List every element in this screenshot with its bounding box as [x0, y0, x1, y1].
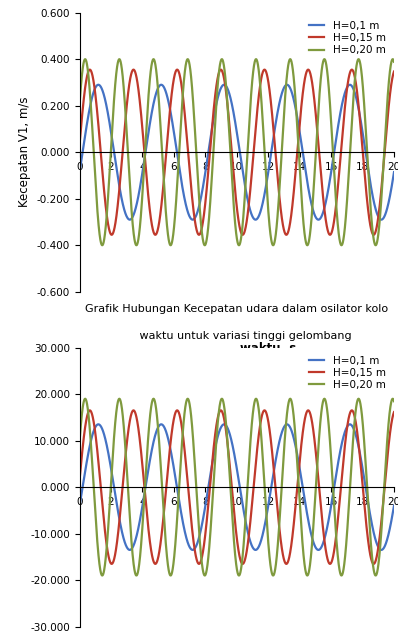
H=0,1 m: [367, 170, 371, 178]
H=0,1 m: [306, 516, 310, 523]
X-axis label: waktu, s: waktu, s: [240, 342, 297, 355]
H=0,20 m: [356, 55, 361, 63]
H=0,1 m: [77, 502, 82, 510]
H=0,1 m: [159, 81, 164, 89]
Line: H=0,15 m: H=0,15 m: [80, 70, 394, 235]
H=0,15 m: [88, 66, 92, 73]
H=0,15 m: [77, 475, 82, 483]
H=0,20 m: [306, 241, 310, 248]
H=0,15 m: [382, 484, 387, 492]
H=0,20 m: [305, 241, 310, 249]
H=0,20 m: [226, 461, 231, 468]
H=0,15 m: [392, 68, 396, 75]
H=0,20 m: [382, 479, 387, 486]
Y-axis label: Kecepatan V1, m/s: Kecepatan V1, m/s: [18, 97, 31, 208]
H=0,15 m: [209, 127, 214, 134]
H=0,1 m: [212, 110, 217, 118]
Text: Grafik Hubungan Kecepatan udara dalam osilator kolo: Grafik Hubungan Kecepatan udara dalam os…: [85, 303, 388, 313]
H=0,20 m: [382, 143, 387, 151]
H=0,15 m: [212, 100, 217, 108]
H=0,1 m: [227, 429, 232, 436]
H=0,1 m: [159, 420, 164, 428]
H=0,20 m: [226, 125, 231, 132]
H=0,1 m: [306, 184, 310, 191]
Line: H=0,20 m: H=0,20 m: [80, 59, 394, 245]
H=0,15 m: [209, 463, 214, 471]
Line: H=0,20 m: H=0,20 m: [80, 399, 394, 575]
H=0,1 m: [392, 168, 396, 176]
H=0,15 m: [212, 438, 217, 446]
H=0,1 m: [127, 216, 132, 223]
H=0,20 m: [392, 58, 396, 66]
H=0,1 m: [382, 543, 387, 551]
Line: H=0,15 m: H=0,15 m: [80, 410, 394, 564]
H=0,20 m: [306, 571, 310, 579]
Legend: H=0,1 m, H=0,15 m, H=0,20 m: H=0,1 m, H=0,15 m, H=0,20 m: [306, 353, 389, 393]
H=0,15 m: [77, 140, 82, 147]
H=0,20 m: [212, 133, 217, 141]
H=0,20 m: [212, 469, 217, 477]
H=0,15 m: [88, 406, 92, 414]
H=0,15 m: [240, 560, 245, 568]
H=0,15 m: [227, 454, 232, 462]
H=0,1 m: [209, 462, 214, 470]
H=0,20 m: [367, 511, 371, 519]
Line: H=0,1 m: H=0,1 m: [80, 424, 394, 550]
H=0,15 m: [240, 231, 245, 239]
H=0,20 m: [77, 100, 82, 108]
H=0,20 m: [209, 176, 214, 184]
Line: H=0,1 m: H=0,1 m: [80, 85, 394, 220]
H=0,1 m: [227, 89, 232, 97]
H=0,15 m: [227, 117, 232, 125]
H=0,1 m: [77, 168, 82, 176]
H=0,15 m: [367, 542, 371, 550]
H=0,15 m: [306, 406, 310, 414]
H=0,20 m: [356, 395, 361, 403]
H=0,15 m: [306, 66, 310, 73]
H=0,1 m: [212, 448, 217, 456]
H=0,20 m: [367, 178, 371, 185]
H=0,1 m: [382, 213, 387, 220]
H=0,1 m: [127, 546, 132, 554]
H=0,15 m: [382, 149, 387, 157]
H=0,1 m: [392, 502, 396, 510]
H=0,1 m: [209, 125, 214, 133]
H=0,20 m: [392, 398, 396, 405]
H=0,1 m: [367, 503, 371, 511]
H=0,20 m: [209, 510, 214, 517]
H=0,20 m: [305, 572, 310, 579]
Legend: H=0,1 m, H=0,15 m, H=0,20 m: H=0,1 m, H=0,15 m, H=0,20 m: [306, 18, 389, 58]
H=0,15 m: [392, 408, 396, 416]
H=0,20 m: [77, 437, 82, 445]
Text: waktu untuk variasi tinggi gelombang: waktu untuk variasi tinggi gelombang: [122, 332, 351, 341]
H=0,15 m: [367, 212, 371, 220]
